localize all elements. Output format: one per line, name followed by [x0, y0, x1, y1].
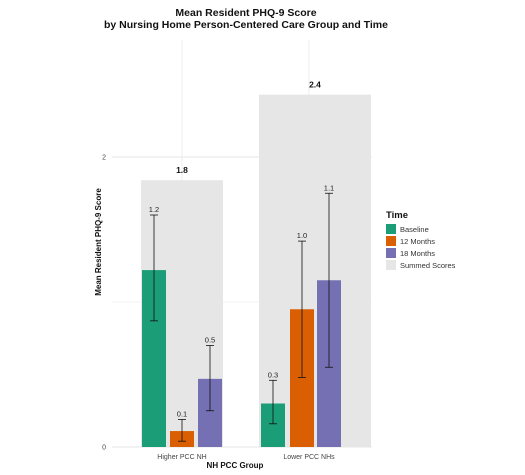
legend-swatch-0 [386, 224, 396, 234]
bar-label-0-0: 1.2 [149, 205, 159, 214]
summed-score-label-0: 1.8 [176, 165, 188, 175]
y-tick-label-0: 0 [102, 445, 106, 452]
bar-label-1-2: 1.1 [324, 183, 334, 192]
y-axis-label: Mean Resident PHQ-9 Score [94, 188, 103, 296]
legend: Time Baseline 12 Months 18 Months Summed Sc… [386, 210, 456, 270]
legend-swatch-1 [386, 236, 396, 246]
y-tick-label-1: 2 [102, 155, 106, 162]
error-bars [150, 192, 333, 442]
chart-subtitle: by Nursing Home Person-Centered Care Gro… [104, 19, 388, 31]
x-tick-label-0: Higher PCC NH [157, 454, 206, 461]
y-axis-ticks: 02 [102, 155, 106, 452]
x-tick-label-1: Lower PCC NHs [283, 454, 335, 461]
legend-swatch-2 [386, 248, 396, 258]
bar-label-0-2: 0.5 [205, 336, 215, 345]
bar-labels: 1.8 2.4 1.2 0.3 0.1 1.0 0.5 1.1 [149, 80, 334, 419]
chart-title: Mean Resident PHQ-9 Score [175, 7, 316, 19]
legend-label-0: Baseline [400, 225, 429, 234]
bar-label-1-0: 0.3 [268, 370, 278, 379]
legend-label-3: Summed Scores [400, 261, 456, 270]
summed-score-label-1: 2.4 [309, 80, 321, 90]
legend-label-1: 12 Months [400, 237, 435, 246]
summed-score-box-1 [259, 94, 371, 448]
bar-label-1-1: 1.0 [297, 231, 307, 240]
x-axis-label: NH PCC Group [207, 461, 264, 470]
bar-label-0-1: 0.1 [177, 409, 187, 418]
legend-label-2: 18 Months [400, 249, 435, 258]
legend-title: Time [386, 210, 408, 221]
x-axis-ticks: Higher PCC NH Lower PCC NHs [157, 454, 335, 461]
legend-swatch-3 [386, 260, 396, 270]
